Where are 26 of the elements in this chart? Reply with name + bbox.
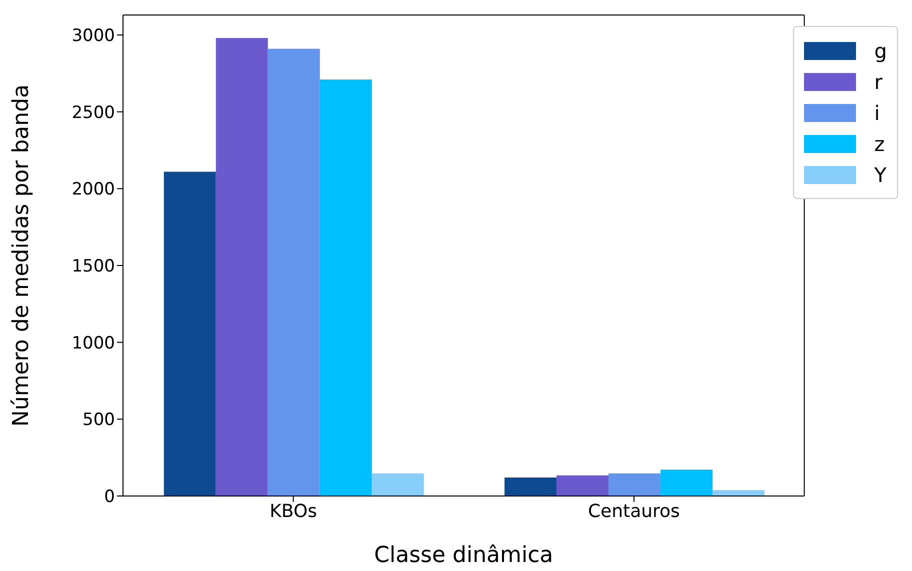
legend-label: r: [874, 70, 883, 94]
y-tick-label: 1000: [72, 333, 115, 354]
legend-label: i: [874, 100, 880, 124]
bar: [372, 473, 424, 496]
bar: [164, 172, 216, 496]
bar: [320, 80, 372, 496]
bar: [216, 38, 268, 496]
y-tick-label: 2500: [72, 102, 115, 123]
y-tick-label: 500: [82, 410, 115, 430]
x-tick-label: KBOs: [270, 500, 318, 522]
y-tick-label: 2000: [72, 180, 115, 200]
bar: [660, 470, 713, 496]
bar: [556, 475, 609, 496]
legend-label: z: [874, 132, 885, 156]
x-axis-title: Classe dinâmica: [374, 543, 554, 568]
bar: [504, 478, 557, 496]
x-tick-label: Centauros: [588, 500, 680, 522]
bar: [608, 473, 661, 496]
bar: [712, 490, 765, 496]
legend-label: g: [874, 38, 887, 62]
y-tick-label: 3000: [72, 26, 115, 46]
y-tick-label: 0: [104, 487, 115, 508]
y-axis-title: Número de medidas por banda: [8, 84, 34, 427]
bar: [268, 48, 320, 496]
legend-label: Y: [874, 162, 887, 186]
y-tick-label: 1500: [72, 256, 115, 277]
